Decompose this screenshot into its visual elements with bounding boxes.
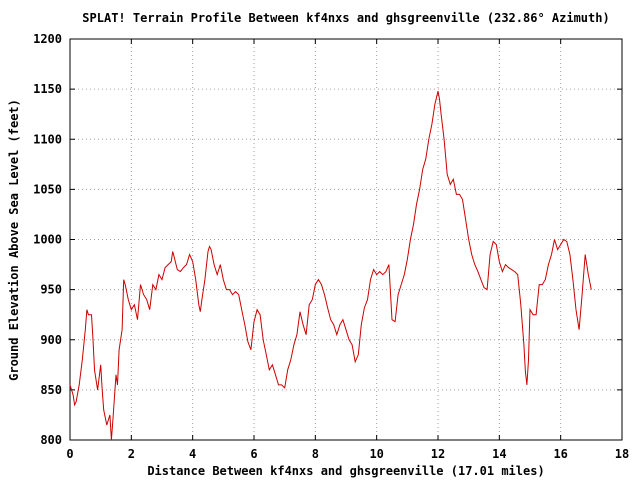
x-tick-label: 8 (312, 447, 319, 461)
x-tick-label: 16 (553, 447, 567, 461)
x-tick-label: 2 (128, 447, 135, 461)
x-tick-label: 12 (431, 447, 445, 461)
y-tick-label: 1200 (33, 32, 62, 46)
grid-lines (70, 39, 622, 440)
y-tick-label: 1100 (33, 132, 62, 146)
axis-ticks (69, 38, 623, 441)
y-axis-title: Ground Elevation Above Sea Level (feet) (7, 99, 21, 381)
x-tick-label: 18 (615, 447, 629, 461)
y-tick-label: 1050 (33, 182, 62, 196)
y-tick-label: 800 (40, 433, 62, 447)
x-axis-title: Distance Between kf4nxs and ghsgreenvill… (147, 464, 544, 478)
x-tick-label: 6 (250, 447, 257, 461)
y-tick-label: 900 (40, 333, 62, 347)
chart-title: SPLAT! Terrain Profile Between kf4nxs an… (82, 11, 609, 25)
x-tick-label: 14 (492, 447, 506, 461)
x-tick-labels: 0 2 4 6 8 10 12 14 16 18 (66, 447, 629, 461)
terrain-profile-line (69, 90, 592, 441)
x-tick-label: 0 (66, 447, 73, 461)
y-tick-label: 850 (40, 383, 62, 397)
y-tick-label: 1000 (33, 233, 62, 247)
y-tick-label: 1150 (33, 82, 62, 96)
x-tick-label: 4 (189, 447, 196, 461)
x-tick-label: 10 (369, 447, 383, 461)
y-tick-label: 950 (40, 283, 62, 297)
y-tick-labels: 800 850 900 950 1000 1050 1100 1150 1200 (33, 32, 62, 447)
